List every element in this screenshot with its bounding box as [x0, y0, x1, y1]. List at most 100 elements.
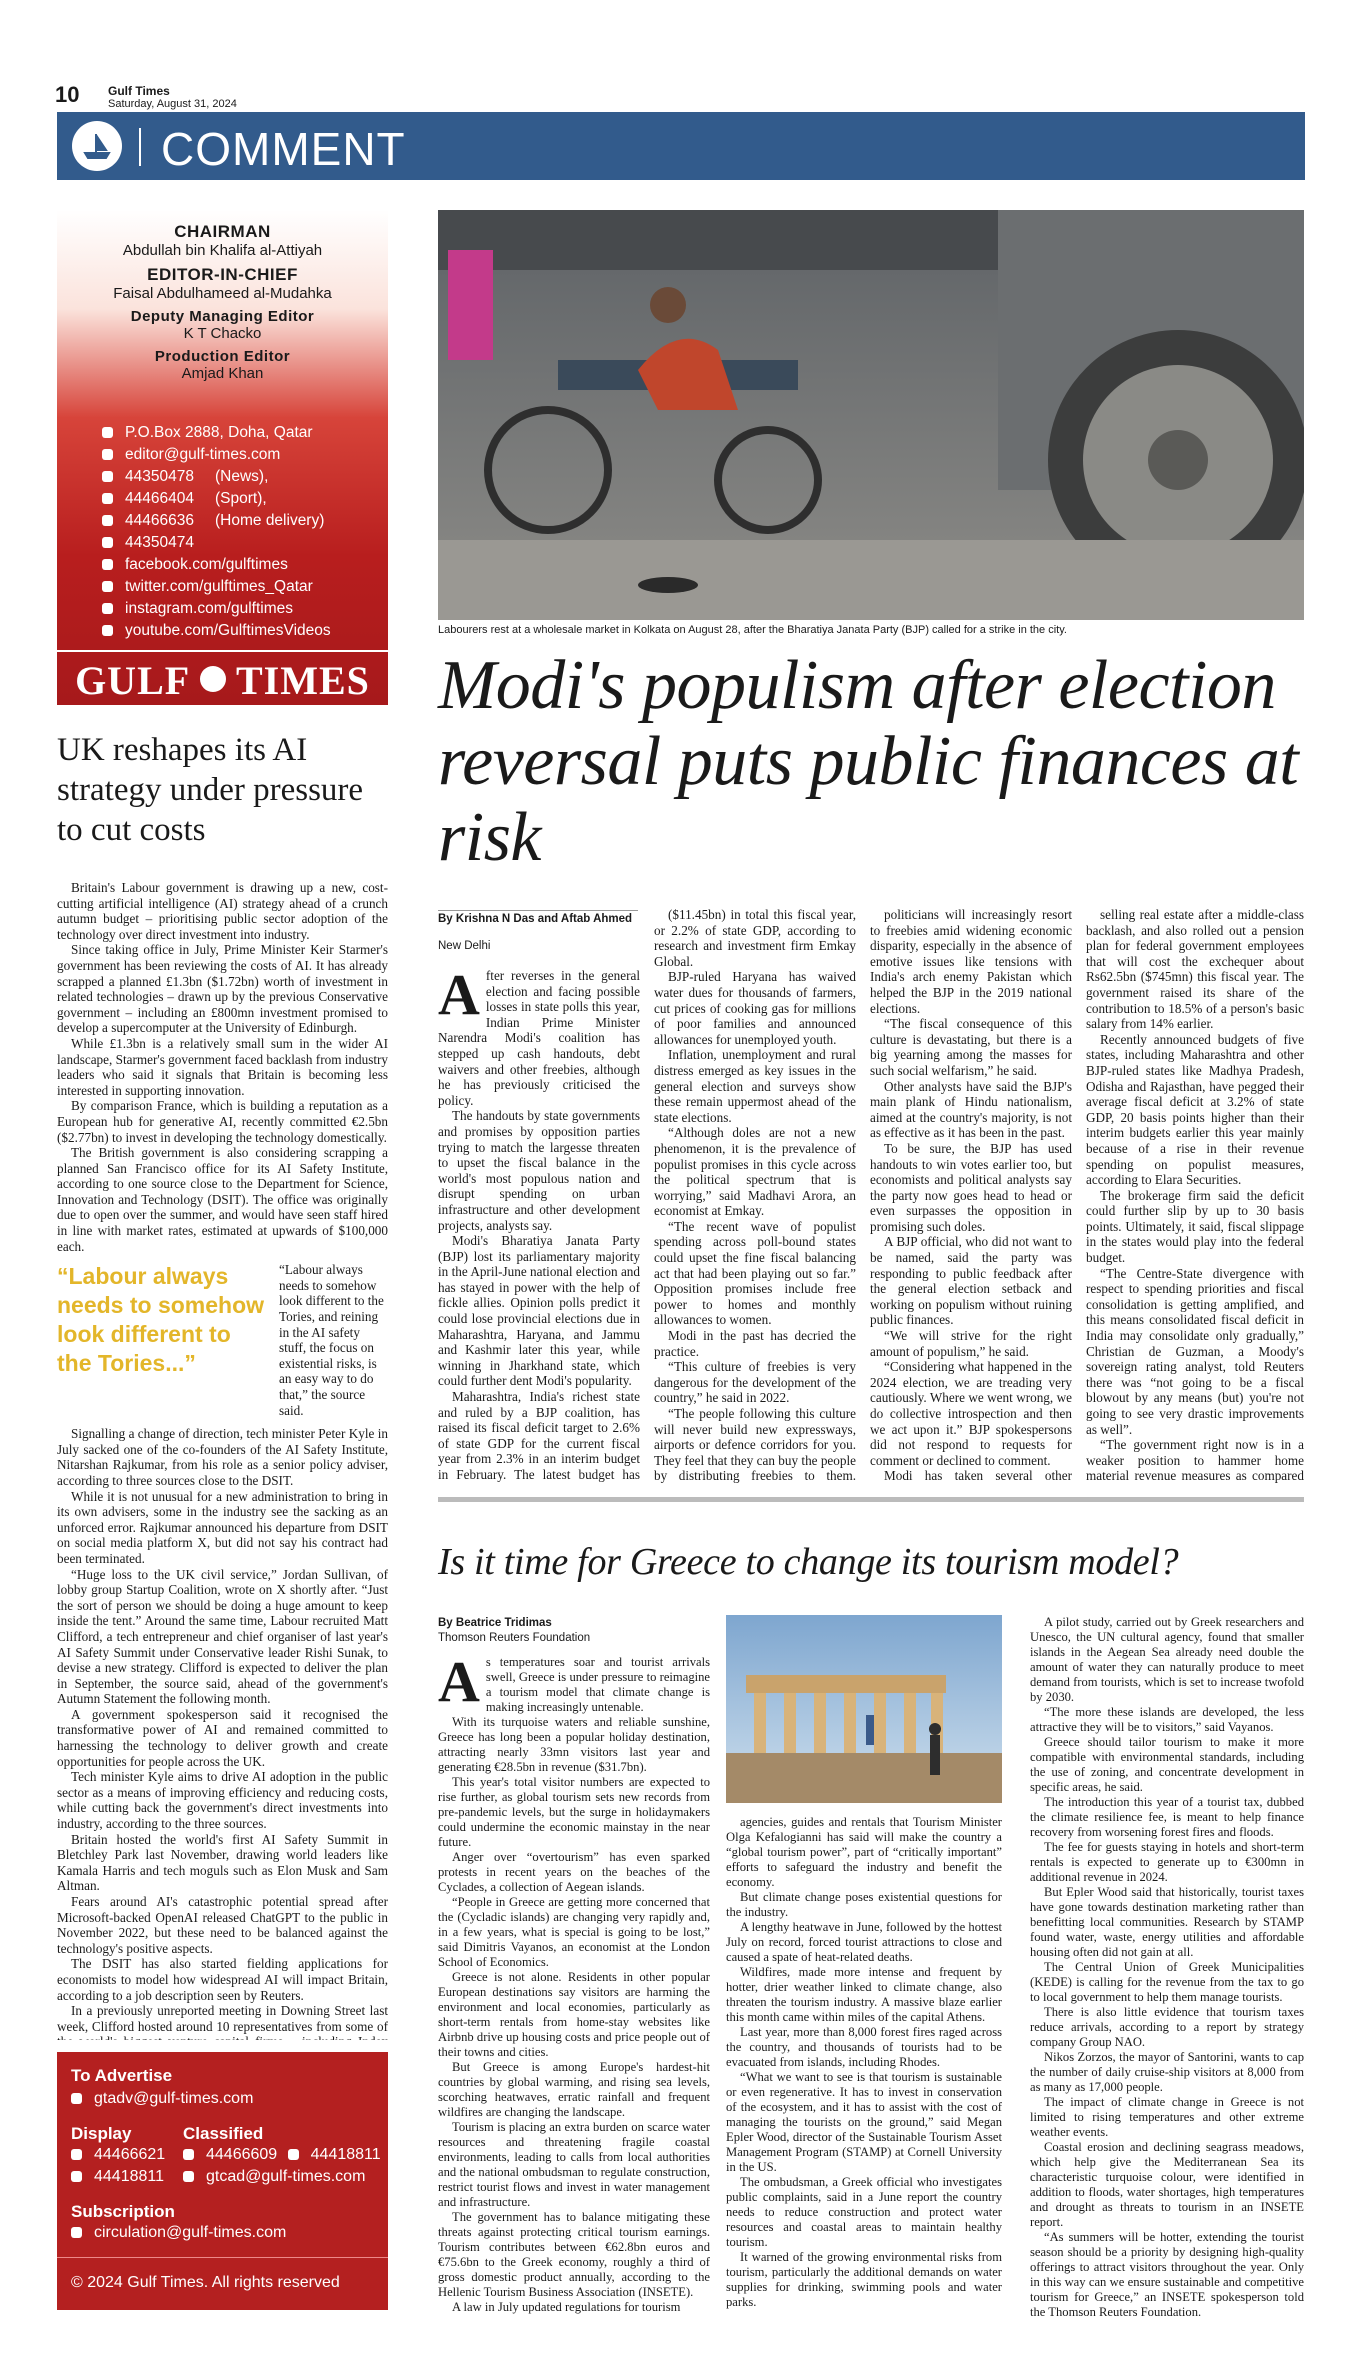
- contact-text: 44350478: [125, 468, 194, 485]
- contact-text: editor@gulf-times.com: [125, 446, 281, 463]
- role-title: Deputy Managing Editor: [130, 308, 315, 325]
- paragraph: There is also little evidence that touri…: [1030, 2005, 1304, 2049]
- column: selling real estate after a middle-class…: [1086, 907, 1304, 1483]
- paragraph: A lengthy heatwave in June, followed by …: [726, 1920, 1002, 1964]
- paragraph: As temperatures soar and tourist arrival…: [438, 1655, 710, 1714]
- paragraph: Tech minister Kyle aims to drive AI adop…: [57, 1769, 388, 1832]
- contact: facebook.com/gulftimes: [102, 554, 331, 576]
- paragraph: Fears around AI's catastrophic potential…: [57, 1894, 388, 1956]
- paragraph: While £1.3bn is a relatively small sum i…: [57, 1035, 388, 1098]
- logo-icon: [72, 121, 122, 171]
- contact: instagram.com/gulftimes: [102, 598, 331, 620]
- paragraph: politicians will increasingly resort to …: [870, 907, 1072, 1016]
- paragraph: Greece should tailor tourism to make it …: [1030, 1735, 1304, 1794]
- email: gtadv@gulf-times.com: [94, 2090, 254, 2107]
- role-title: EDITOR-IN-CHIEF: [147, 265, 298, 284]
- paragraph: “What we want to see is that tourism is …: [726, 2070, 1002, 2174]
- contact: 44466404 (Sport),: [102, 488, 331, 510]
- rule: [57, 2257, 388, 2258]
- paragraph: While it is not unusual for a new admini…: [57, 1488, 388, 1566]
- paragraph: Since taking office in July, Prime Minis…: [57, 942, 388, 1036]
- phone: 44466609: [206, 2146, 278, 2163]
- paragraph: But climate change poses existential que…: [726, 1890, 1002, 1919]
- paragraph: selling real estate after a middle-class…: [1086, 907, 1304, 1032]
- paragraph: “The government right now is in a weaker…: [1086, 1437, 1304, 1483]
- paragraph: Wildfires, made more intense and frequen…: [726, 1965, 1002, 2024]
- paragraph: “Labour always needs to somehow look dif…: [279, 1262, 384, 1418]
- logo-word: GULF: [75, 658, 189, 703]
- rule: [57, 650, 388, 652]
- icon: [102, 603, 113, 614]
- contact-text: twitter.com/gulftimes_Qatar: [125, 578, 313, 595]
- paragraph: “Considering what happened in the 2024 e…: [870, 1359, 1072, 1468]
- paragraph: “As summers will be hotter, extending th…: [1030, 2230, 1304, 2319]
- uk-body: Britain's Labour government is drawing u…: [57, 880, 388, 2040]
- contact-text: 44466404: [125, 490, 194, 507]
- column: agencies, guides and rentals that Touris…: [726, 1815, 1002, 2350]
- paragraph: Coastal erosion and declining seagrass m…: [1030, 2140, 1304, 2229]
- divider: [139, 128, 141, 166]
- paragraph: The brokerage firm said the deficit coul…: [1086, 1187, 1304, 1266]
- paper-name: Gulf Times: [108, 84, 170, 98]
- masthead: CHAIRMAN Abdullah bin Khalifa al-Attiyah E…: [57, 210, 388, 705]
- icon: [102, 581, 113, 592]
- byline: By Krishna N Das and Aftab Ahmed: [438, 910, 638, 925]
- modi-headline: Modi's populism after election reversal …: [438, 647, 1299, 876]
- copyright: © 2024 Gulf Times. All rights reserved: [71, 2274, 340, 2291]
- paragraph: “People in Greece are getting more conce…: [438, 1895, 710, 1969]
- section-banner: COMMENT: [57, 112, 1305, 180]
- email: gtcad@gulf-times.com: [206, 2168, 366, 2185]
- paragraph: The Central Union of Greek Municipalitie…: [1030, 1960, 1304, 2004]
- logo: GULF TIMES: [57, 657, 388, 704]
- contact: P.O.Box 2888, Doha, Qatar: [102, 422, 331, 444]
- paragraph: The DSIT has also started fielding appli…: [57, 1956, 388, 2003]
- paragraph: Last year, more than 8,000 forest fires …: [726, 2025, 1002, 2069]
- contact-text: youtube.com/GulftimesVideos: [125, 622, 331, 639]
- logo-word: TIMES: [235, 658, 370, 703]
- contact: youtube.com/GulftimesVideos: [102, 620, 331, 642]
- contact-text: 44350474: [125, 534, 194, 551]
- dateline: Thomson Reuters Foundation: [438, 1632, 591, 1644]
- email: circulation@gulf-times.com: [94, 2224, 287, 2241]
- page-number: 10: [55, 82, 80, 107]
- role-name: Amjad Khan: [181, 365, 264, 382]
- advertise-box: To Advertise gtadv@gulf-times.com Displa…: [57, 2052, 388, 2310]
- paragraph: Greece is not alone. Residents in other …: [438, 1970, 710, 2059]
- paragraph: Inflation, unemployment and rural distre…: [654, 1047, 856, 1125]
- contact-note: (Sport),: [215, 490, 267, 507]
- paragraph: “The more these islands are developed, t…: [1030, 1705, 1304, 1734]
- contact: twitter.com/gulftimes_Qatar: [102, 576, 331, 598]
- paragraph: Maharashtra, India's richest state and r…: [438, 1389, 640, 1483]
- contact-text: facebook.com/gulftimes: [125, 556, 288, 573]
- photo: [438, 210, 1304, 620]
- paragraph: Other analysts have said the BJP's main …: [870, 1078, 1072, 1141]
- role-title: Production Editor: [154, 348, 291, 365]
- section-title: COMMENT: [161, 123, 406, 175]
- paragraph: The handouts by state governments and pr…: [438, 1108, 640, 1233]
- label: Display: [71, 2124, 132, 2143]
- paragraph: To be sure, the BJP has used handouts to…: [870, 1140, 1072, 1234]
- contact-text: 44466636: [125, 512, 194, 529]
- paragraph: “The recent wave of populist spending ac…: [654, 1218, 856, 1328]
- paragraph: “Although doles are not a new phenomenon…: [654, 1125, 856, 1219]
- phone: 44418811: [310, 2146, 381, 2163]
- label: Subscription: [71, 2202, 175, 2221]
- paragraph: A pilot study, carried out by Greek rese…: [1030, 1615, 1304, 1704]
- contact: editor@gulf-times.com: [102, 444, 331, 466]
- paragraph: The British government is also consideri…: [57, 1145, 388, 1254]
- role-name: Abdullah bin Khalifa al-Attiyah: [122, 242, 323, 259]
- contact: 44350474: [102, 532, 331, 554]
- paragraph: Tourism is placing an extra burden on sc…: [438, 2120, 710, 2209]
- paragraph: After reverses in the general election a…: [438, 968, 640, 1108]
- paragraph: The impact of climate change in Greece i…: [1030, 2095, 1304, 2139]
- column: A pilot study, carried out by Greek rese…: [1030, 1615, 1304, 2350]
- paragraph: This year's total visitor numbers are ex…: [438, 1775, 710, 1849]
- paragraph: A law in July updated regulations for to…: [452, 2300, 681, 2314]
- contact: 44466636 (Home delivery): [102, 510, 331, 532]
- paragraph: But Greece is among Europe's hardest-hit…: [438, 2060, 710, 2119]
- dateline: New Delhi: [438, 940, 491, 952]
- paragraph: “We will strive for the right amount of …: [870, 1328, 1072, 1359]
- paragraph: The government has to balance mitigating…: [438, 2210, 710, 2299]
- paragraph: The ombudsman, a Greek official who inve…: [726, 2175, 1002, 2249]
- paragraph: In a previously unreported meeting in Do…: [57, 2003, 388, 2040]
